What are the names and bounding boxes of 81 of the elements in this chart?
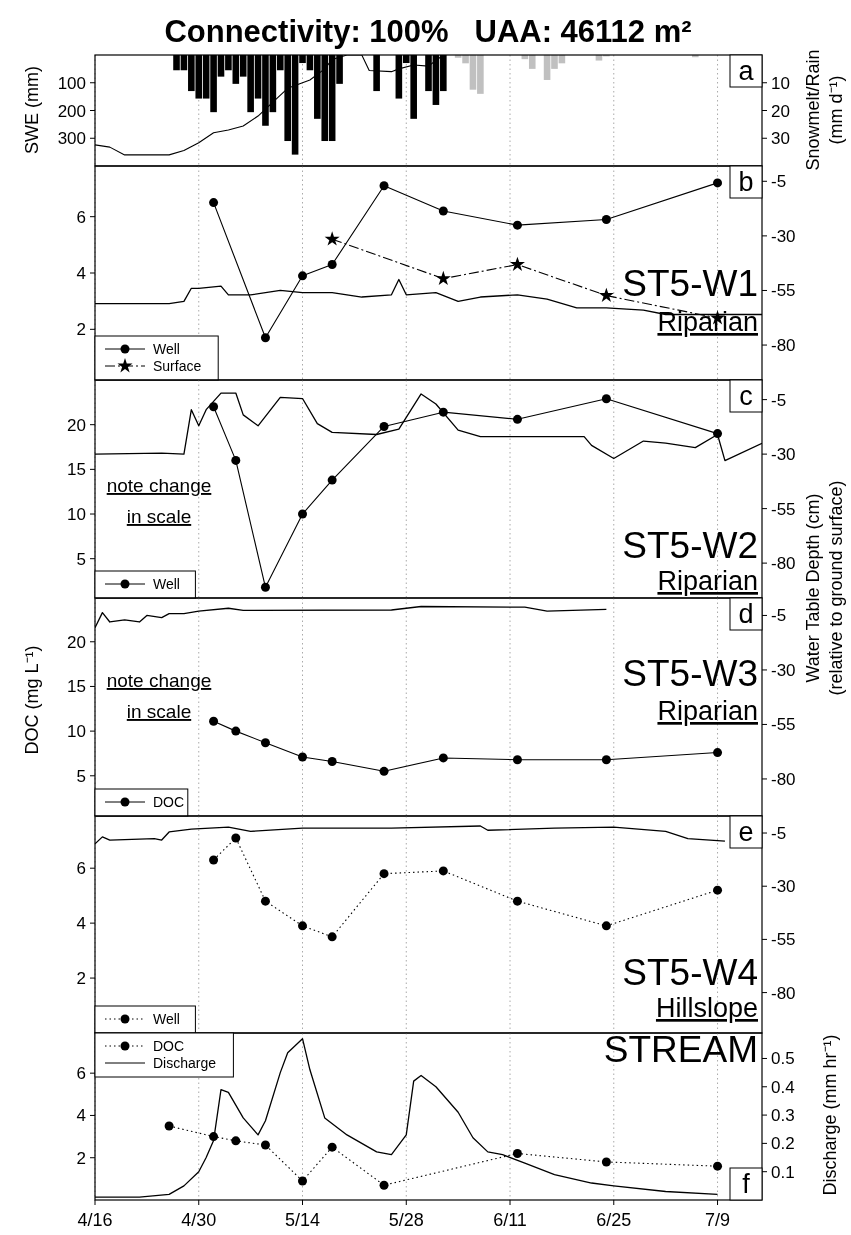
y-tick-label: 15	[67, 460, 86, 480]
annotation: note change in scale	[106, 670, 212, 722]
annotation: ST5-W4	[622, 952, 758, 993]
annotation: d	[738, 599, 754, 629]
y2-tick-label: -80	[771, 769, 796, 789]
y2-axis-title: Discharge (mm hr⁻¹)	[820, 1034, 840, 1196]
y2-tick-label: 0.1	[771, 1162, 795, 1182]
annotation: b	[738, 167, 754, 197]
x-tick-label: 7/9	[705, 1210, 731, 1230]
y-tick-label: 10	[67, 505, 86, 525]
annotation: ST5-W3	[622, 653, 758, 694]
y-tick-label: 2	[76, 969, 86, 989]
y-tick-label: 6	[76, 859, 86, 879]
annotation: a	[738, 56, 755, 86]
annotation: ST5-W2	[622, 525, 758, 566]
x-tick-label: 5/14	[284, 1210, 321, 1230]
y-tick-label: 100	[57, 73, 86, 93]
x-tick-label: 4/30	[181, 1210, 217, 1230]
x-tick-label: 4/16	[77, 1210, 113, 1230]
y2-tick-label: 0.3	[771, 1106, 795, 1126]
y-tick-label: 4	[76, 264, 86, 283]
y2-tick-label: -30	[771, 660, 796, 680]
y2-tick-label: 0.4	[771, 1077, 795, 1097]
y-tick-label: 2	[76, 320, 86, 340]
y2-tick-label: -55	[771, 715, 796, 735]
y2-tick-label: -55	[771, 930, 796, 950]
y-axis-title: DOC (mg L⁻¹)	[22, 645, 42, 755]
y2-tick-label: 10	[771, 73, 790, 93]
annotation: ST5-W1	[622, 263, 758, 304]
y2-axis-title: Snowmelt/Rain (mm d⁻¹)	[802, 49, 846, 171]
y-tick-label: 6	[76, 1064, 86, 1084]
legend-label: Discharge	[153, 1055, 217, 1071]
y2-tick-label: -80	[771, 983, 796, 1003]
x-tick-label: 6/11	[493, 1210, 527, 1230]
y2-tick-label: -30	[771, 877, 796, 897]
y2-tick-label: -30	[771, 226, 796, 246]
y2-tick-label: -55	[771, 499, 796, 519]
y2-tick-label: -5	[771, 824, 787, 844]
y-tick-label: 20	[67, 415, 86, 435]
y-tick-label: 6	[76, 207, 86, 227]
y-tick-label: 2	[76, 1148, 86, 1168]
y2-tick-label: 30	[771, 129, 790, 149]
y-tick-label: 15	[67, 677, 86, 697]
annotation: e	[738, 817, 754, 847]
annotation: f	[742, 1169, 751, 1199]
x-tick-label: 5/28	[388, 1210, 424, 1230]
y2-tick-label: -5	[771, 606, 787, 626]
y2-tick-label: -5	[771, 390, 787, 410]
annotation: Riparian	[657, 696, 758, 726]
legend-label: Well	[153, 1011, 180, 1027]
legend-label: Well	[153, 576, 180, 592]
y-tick-label: 4	[76, 1106, 86, 1126]
y-tick-label: 5	[76, 549, 86, 569]
annotation: Riparian	[657, 566, 758, 596]
legend-label: DOC	[153, 794, 185, 810]
y2-tick-label: 20	[771, 101, 790, 121]
legend-label: Surface	[153, 358, 202, 374]
y2-axis-title: Water Table Depth (cm) (relative to ground surface)	[802, 480, 846, 696]
y2-tick-label: -80	[771, 554, 796, 574]
y2-tick-label: -55	[771, 281, 796, 301]
annotation: note change in scale	[106, 475, 212, 527]
legend-label: Well	[153, 341, 180, 357]
y2-tick-label: 0.2	[771, 1134, 795, 1154]
annotation: Hillslope	[655, 993, 758, 1023]
y-tick-label: 5	[76, 766, 86, 786]
x-tick-label: 6/25	[596, 1210, 632, 1230]
y-axis-title: SWE (mm)	[22, 66, 42, 154]
y-tick-label: 200	[57, 101, 86, 121]
y-tick-label: 20	[67, 632, 86, 652]
y-tick-label: 4	[76, 914, 86, 934]
annotation: STREAM	[603, 1029, 758, 1070]
y2-tick-label: -5	[771, 172, 787, 192]
y2-tick-label: 0.5	[771, 1049, 795, 1069]
chart-title: Connectivity: 100% UAA: 46112 m²	[164, 14, 692, 49]
y-tick-label: 10	[67, 722, 86, 742]
y2-tick-label: -30	[771, 445, 796, 465]
y2-tick-label: -80	[771, 336, 796, 356]
legend-label: DOC	[153, 1038, 185, 1054]
y-tick-label: 300	[57, 129, 86, 149]
annotation: c	[739, 381, 753, 411]
annotation: Riparian	[657, 307, 758, 337]
